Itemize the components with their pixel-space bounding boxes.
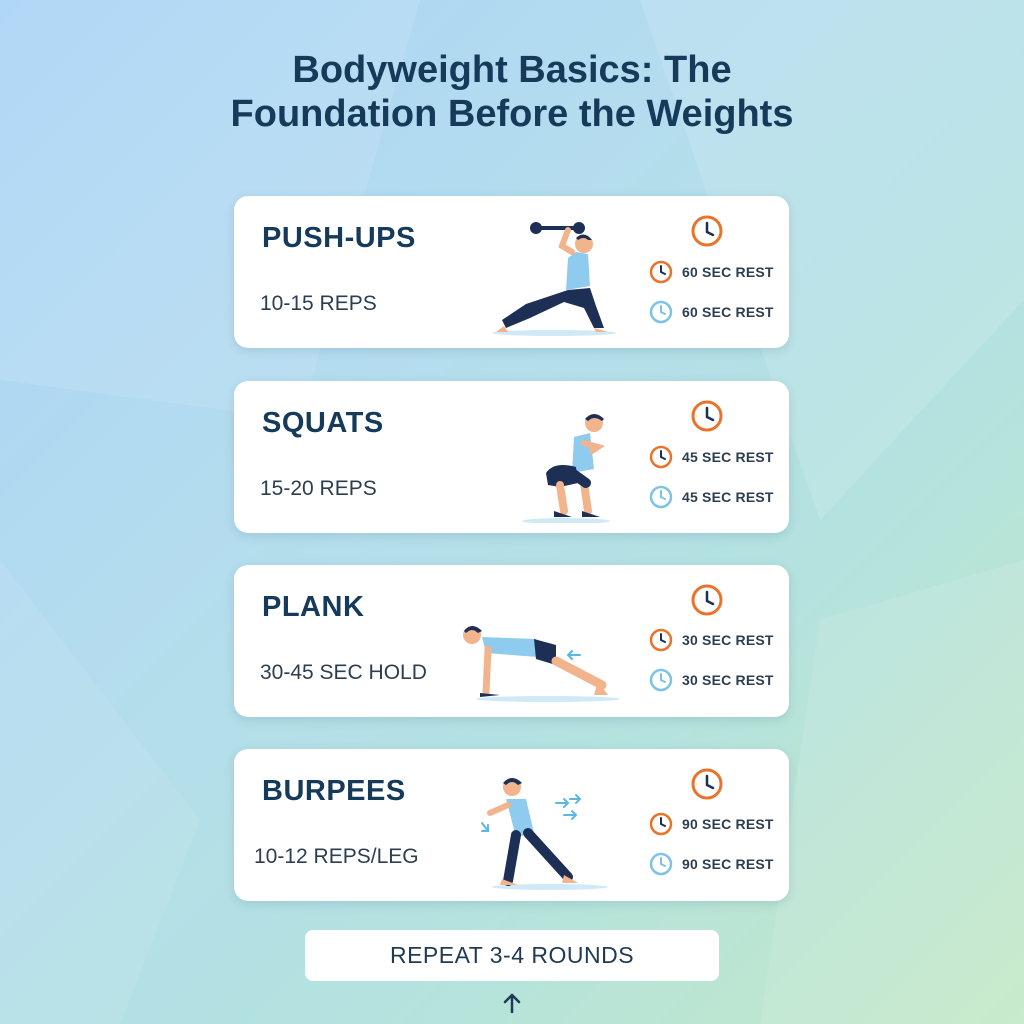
title-line-1: Bodyweight Basics: The xyxy=(292,49,732,91)
rest-label: 90 SEC REST xyxy=(682,856,774,872)
rest-label: 60 SEC REST xyxy=(682,264,774,280)
clock-icon xyxy=(649,300,673,324)
exercise-card-squats: SQUATS 15-20 REPS 45 SEC REST 45 SEC RES… xyxy=(234,381,789,533)
rest-row-secondary: 45 SEC REST xyxy=(648,484,774,510)
exercise-card-plank: PLANK 30-45 SEC HOLD 30 SEC REST 30 SEC … xyxy=(234,565,789,717)
rest-row-primary: 45 SEC REST xyxy=(648,444,774,470)
rest-label: 30 SEC REST xyxy=(682,672,774,688)
rest-label: 45 SEC REST xyxy=(682,489,774,505)
clock-icon xyxy=(691,400,723,432)
clock-icon xyxy=(649,668,673,692)
repeat-rounds-label: REPEAT 3-4 ROUNDS xyxy=(305,930,719,981)
clock-icon xyxy=(649,445,673,469)
rest-label: 60 SEC REST xyxy=(682,304,774,320)
page-title: Bodyweight Basics: The Foundation Before… xyxy=(0,48,1024,136)
rest-label: 30 SEC REST xyxy=(682,632,774,648)
plank-figure-icon xyxy=(463,626,620,702)
clock-icon xyxy=(649,260,673,284)
rest-row-primary: 90 SEC REST xyxy=(648,811,774,837)
clock-icon xyxy=(691,768,723,800)
exercise-card-push-ups: PUSH-UPS 10-15 REPS 60 SEC REST 60 SEC R… xyxy=(234,196,789,348)
clock-icon xyxy=(649,485,673,509)
rest-row-secondary: 30 SEC REST xyxy=(648,667,774,693)
clock-icon xyxy=(649,812,673,836)
exercise-reps: 10-12 REPS/LEG xyxy=(254,845,419,868)
exercise-reps: 30-45 SEC HOLD xyxy=(260,661,427,684)
clock-icon xyxy=(649,628,673,652)
burpee-figure-icon xyxy=(481,778,608,890)
exercise-name: BURPEES xyxy=(262,775,406,807)
exercise-name: PUSH-UPS xyxy=(262,222,416,254)
arrow-up-icon xyxy=(503,993,521,1014)
rest-row-primary: 60 SEC REST xyxy=(648,259,774,285)
clock-icon xyxy=(691,215,723,247)
rest-row-primary: 30 SEC REST xyxy=(648,627,774,653)
exercise-card-burpees: BURPEES 10-12 REPS/LEG 90 SEC REST 90 SE… xyxy=(234,749,789,901)
rest-row-secondary: 60 SEC REST xyxy=(648,299,774,325)
exercise-name: SQUATS xyxy=(262,407,384,439)
squat-figure-icon xyxy=(522,414,610,523)
title-line-2: Foundation Before the Weights xyxy=(230,93,794,135)
clock-icon xyxy=(649,852,673,876)
clock-icon xyxy=(691,584,723,616)
lunge-figure-icon xyxy=(492,222,616,336)
rest-row-secondary: 90 SEC REST xyxy=(648,851,774,877)
exercise-name: PLANK xyxy=(262,591,365,623)
rest-label: 90 SEC REST xyxy=(682,816,774,832)
exercise-reps: 10-15 REPS xyxy=(260,292,377,315)
exercise-reps: 15-20 REPS xyxy=(260,477,377,500)
rest-label: 45 SEC REST xyxy=(682,449,774,465)
